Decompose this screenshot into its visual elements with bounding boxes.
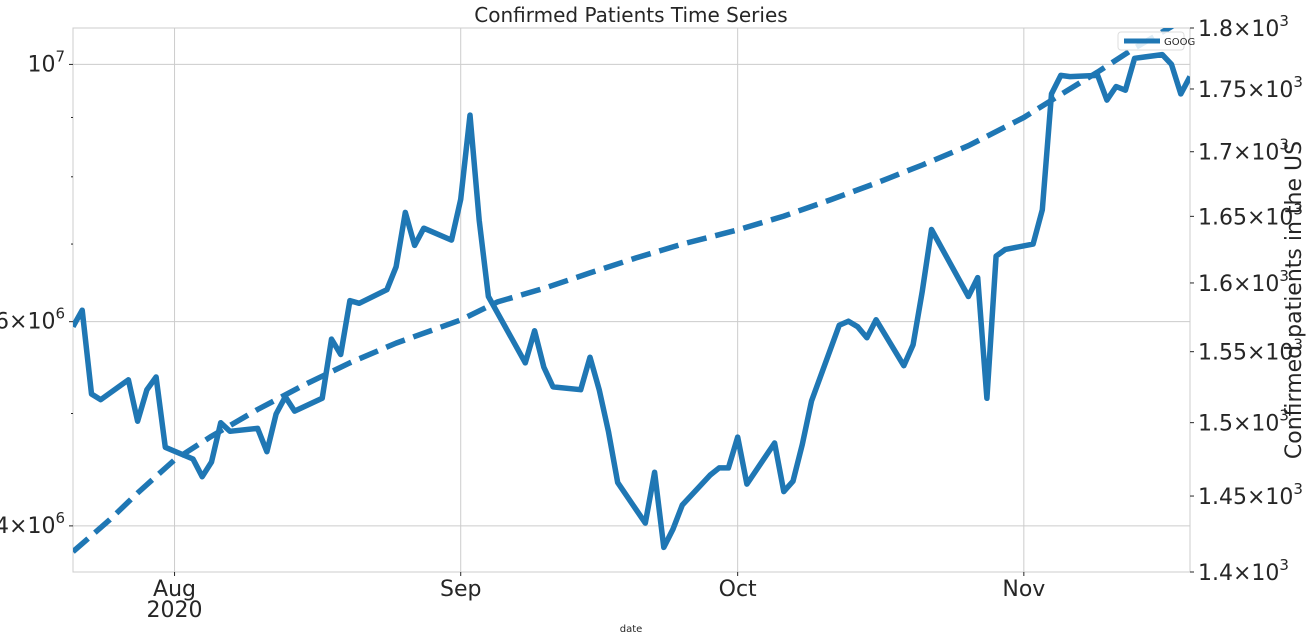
series-line-goog	[73, 51, 1190, 551]
plot-frame	[72, 27, 1191, 573]
x-tick-label: Sep	[440, 577, 481, 602]
right-tick-label: 1.8×103	[1198, 12, 1289, 42]
x-tick-label: Oct	[719, 577, 757, 602]
series-line-dashed	[73, 28, 1175, 554]
right-tick-label: 1.6×103	[1198, 267, 1289, 297]
x-tick-label: Nov	[1002, 577, 1045, 602]
right-tick-label: 1.7×103	[1198, 136, 1289, 166]
right-axis-label: Confirmed patients in the US	[1282, 141, 1307, 459]
legend-entry-goog: GOOG	[1164, 37, 1195, 48]
grid	[73, 28, 1190, 572]
right-axis-ticks: 1.4×103 1.45×103 1.5×103 1.55×103 1.6×103 1.6…	[1190, 12, 1303, 586]
right-tick-label: 1.75×103	[1198, 73, 1303, 103]
chart-title: Confirmed Patients Time Series	[474, 3, 787, 27]
right-tick-label: 1.5×103	[1198, 407, 1289, 437]
right-tick-label: 1.65×103	[1198, 200, 1303, 230]
x-tick-label: Aug	[153, 577, 196, 602]
left-tick-label: 6×106	[0, 305, 65, 335]
right-tick-label: 1.55×103	[1198, 336, 1303, 366]
legend: GOOG	[1117, 31, 1195, 51]
x-tick-sublabel: 2020	[147, 598, 203, 623]
left-tick-label: 4×106	[0, 509, 65, 539]
series-lines	[73, 28, 1190, 554]
x-axis-label: date	[620, 624, 643, 635]
right-tick-label: 1.45×103	[1198, 480, 1303, 510]
left-tick-label: 107	[27, 47, 65, 77]
right-tick-label: 1.4×103	[1198, 556, 1289, 586]
left-axis-ticks: 4×106 6×106 107	[0, 47, 73, 539]
